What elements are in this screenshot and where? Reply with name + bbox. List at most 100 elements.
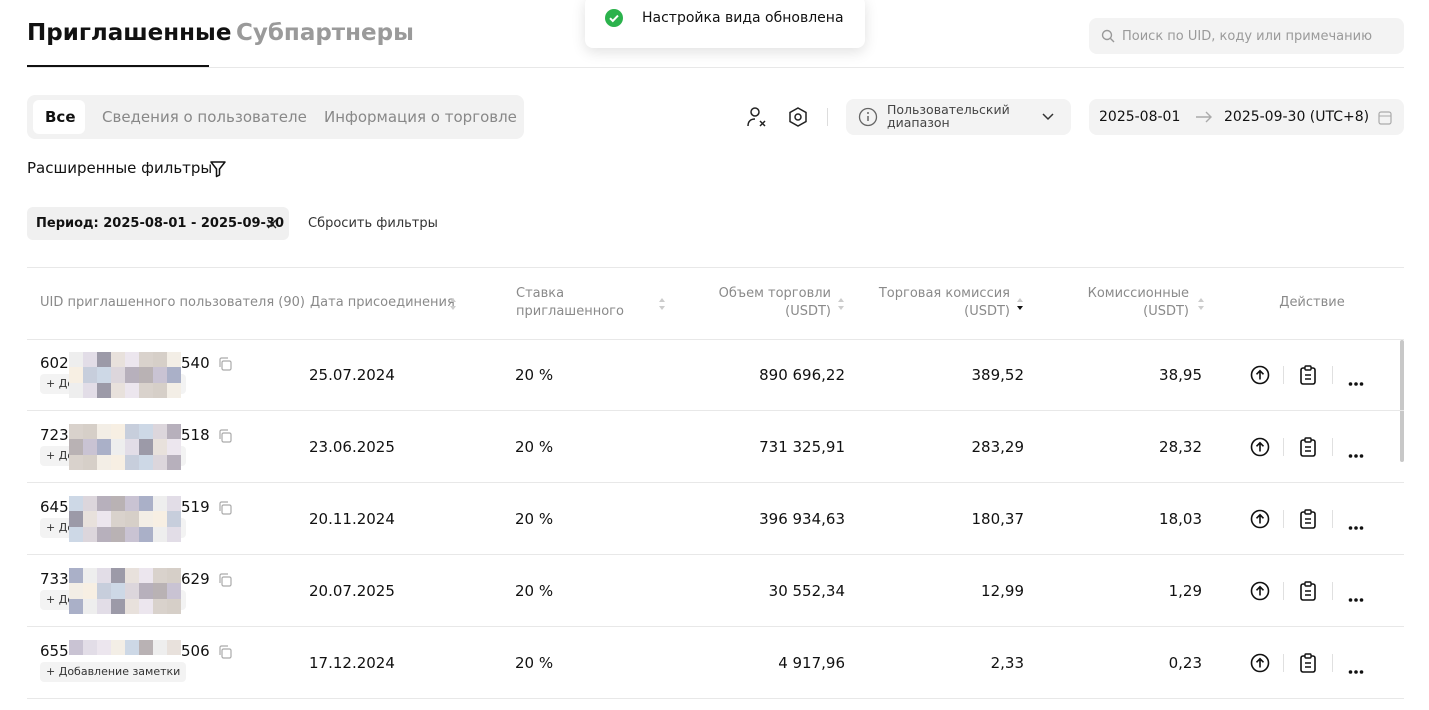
uid-end: 540 [181, 354, 210, 372]
row-line [27, 698, 1404, 699]
action-more[interactable] [1348, 444, 1364, 458]
uid-start: 602 [40, 354, 69, 372]
action-sep [1332, 654, 1333, 672]
col-header[interactable]: Комиссионные (USDT) [1087, 286, 1189, 319]
uid-mask [69, 352, 181, 398]
tab-underline [27, 65, 209, 67]
fee: 12,99 [981, 582, 1024, 600]
plus: + [46, 521, 59, 534]
row-line [27, 626, 1404, 627]
row-line [27, 482, 1404, 483]
rate: 20 % [515, 510, 554, 528]
action-details[interactable] [1299, 437, 1317, 457]
advanced-filters[interactable]: Расширенные фильтры [27, 159, 213, 177]
sort-icon [1016, 296, 1024, 310]
user-icon[interactable] [746, 106, 768, 128]
action-upgrade[interactable] [1250, 437, 1270, 457]
plus: + [46, 449, 59, 462]
plus: + [46, 593, 59, 606]
toast-check [605, 9, 623, 27]
toast: Настройка вида обновлена [585, 0, 865, 48]
action-more[interactable] [1348, 516, 1364, 530]
action-sep [1283, 510, 1284, 528]
copy-icon[interactable] [217, 356, 233, 372]
view-tab[interactable]: Все [45, 108, 76, 126]
action-sep [1332, 582, 1333, 600]
action-details[interactable] [1299, 581, 1317, 601]
sort-icon [1197, 296, 1205, 310]
action-details[interactable] [1299, 509, 1317, 529]
uid-start: 655 [40, 642, 69, 660]
date-range[interactable]: 2025-08-01 2025-09-30 (UTC+8) [1089, 99, 1404, 135]
rate: 20 % [515, 582, 554, 600]
col-header[interactable]: Дата присоединения [310, 295, 455, 310]
uid-mask [69, 640, 181, 655]
col-header: Действие [1279, 295, 1345, 310]
filter-chip: Период: 2025-08-01 - 2025-09-30 [27, 207, 289, 240]
calendar-icon [1378, 111, 1392, 125]
commission: 38,95 [1159, 366, 1202, 384]
header-line [27, 339, 1404, 340]
tab-subpartners[interactable]: Субпартнеры [236, 20, 414, 46]
volume: 30 552,34 [768, 582, 845, 600]
fee: 2,33 [990, 654, 1024, 672]
search-placeholder: Поиск по UID, коду или примечанию [1122, 29, 1373, 44]
col-header: UID приглашенного пользователя (90) [40, 295, 305, 310]
action-upgrade[interactable] [1250, 581, 1270, 601]
view-tab[interactable]: Информация о торговле [324, 108, 517, 126]
date-to: 2025-09-30 (UTC+8) [1224, 109, 1370, 125]
plus: + [46, 377, 59, 390]
join-date: 25.07.2024 [309, 366, 395, 384]
date-from: 2025-08-01 [1099, 109, 1181, 125]
action-sep [1332, 510, 1333, 528]
note-label: Добавление заметки [58, 665, 181, 678]
search-box[interactable]: Поиск по UID, коду или примечанию [1089, 18, 1404, 54]
col-header[interactable]: Объем торговли (USDT) [718, 286, 831, 319]
action-sep [1283, 582, 1284, 600]
action-details[interactable] [1299, 365, 1317, 385]
arrow [1196, 111, 1212, 123]
action-sep [1332, 438, 1333, 456]
copy-icon[interactable] [217, 500, 233, 516]
tab-invited[interactable]: Приглашенные [27, 20, 232, 46]
search-icon [1101, 29, 1115, 43]
view-tab[interactable]: Сведения о пользователе [102, 108, 307, 126]
copy-icon[interactable] [217, 428, 233, 444]
fee: 389,52 [971, 366, 1025, 384]
col-header[interactable]: Торговая комиссия (USDT) [878, 286, 1010, 319]
col-header[interactable]: Ставка приглашенного [516, 286, 624, 319]
action-upgrade[interactable] [1250, 509, 1270, 529]
add-note[interactable]: + Добавление заметки [40, 662, 187, 682]
action-more[interactable] [1348, 588, 1364, 602]
action-upgrade[interactable] [1250, 653, 1270, 673]
separator [827, 108, 828, 126]
chip-close[interactable] [267, 219, 277, 229]
action-more[interactable] [1348, 372, 1364, 386]
uid-end: 519 [181, 498, 210, 516]
action-sep [1283, 438, 1284, 456]
uid-end: 629 [181, 570, 210, 588]
action-details[interactable] [1299, 653, 1317, 673]
filter-icon[interactable] [209, 160, 227, 178]
range-select[interactable]: Пользовательский диапазон [846, 99, 1071, 135]
settings-icon[interactable] [787, 106, 809, 128]
action-sep [1283, 366, 1284, 384]
reset-filters[interactable]: Сбросить фильтры [308, 216, 438, 231]
scrollbar [1400, 340, 1404, 462]
volume: 4 917,96 [778, 654, 845, 672]
uid-start: 723 [40, 426, 69, 444]
action-upgrade[interactable] [1250, 365, 1270, 385]
action-more[interactable] [1348, 660, 1364, 674]
fee: 180,37 [971, 510, 1025, 528]
commission: 28,32 [1159, 438, 1202, 456]
copy-icon[interactable] [217, 644, 233, 660]
commission: 0,23 [1168, 654, 1202, 672]
join-date: 23.06.2025 [309, 438, 395, 456]
toast-text: Настройка вида обновлена [642, 10, 844, 26]
commission: 1,29 [1168, 582, 1202, 600]
info-icon [858, 107, 878, 127]
copy-icon[interactable] [217, 572, 233, 588]
uid-mask [69, 568, 181, 614]
volume: 396 934,63 [759, 510, 845, 528]
